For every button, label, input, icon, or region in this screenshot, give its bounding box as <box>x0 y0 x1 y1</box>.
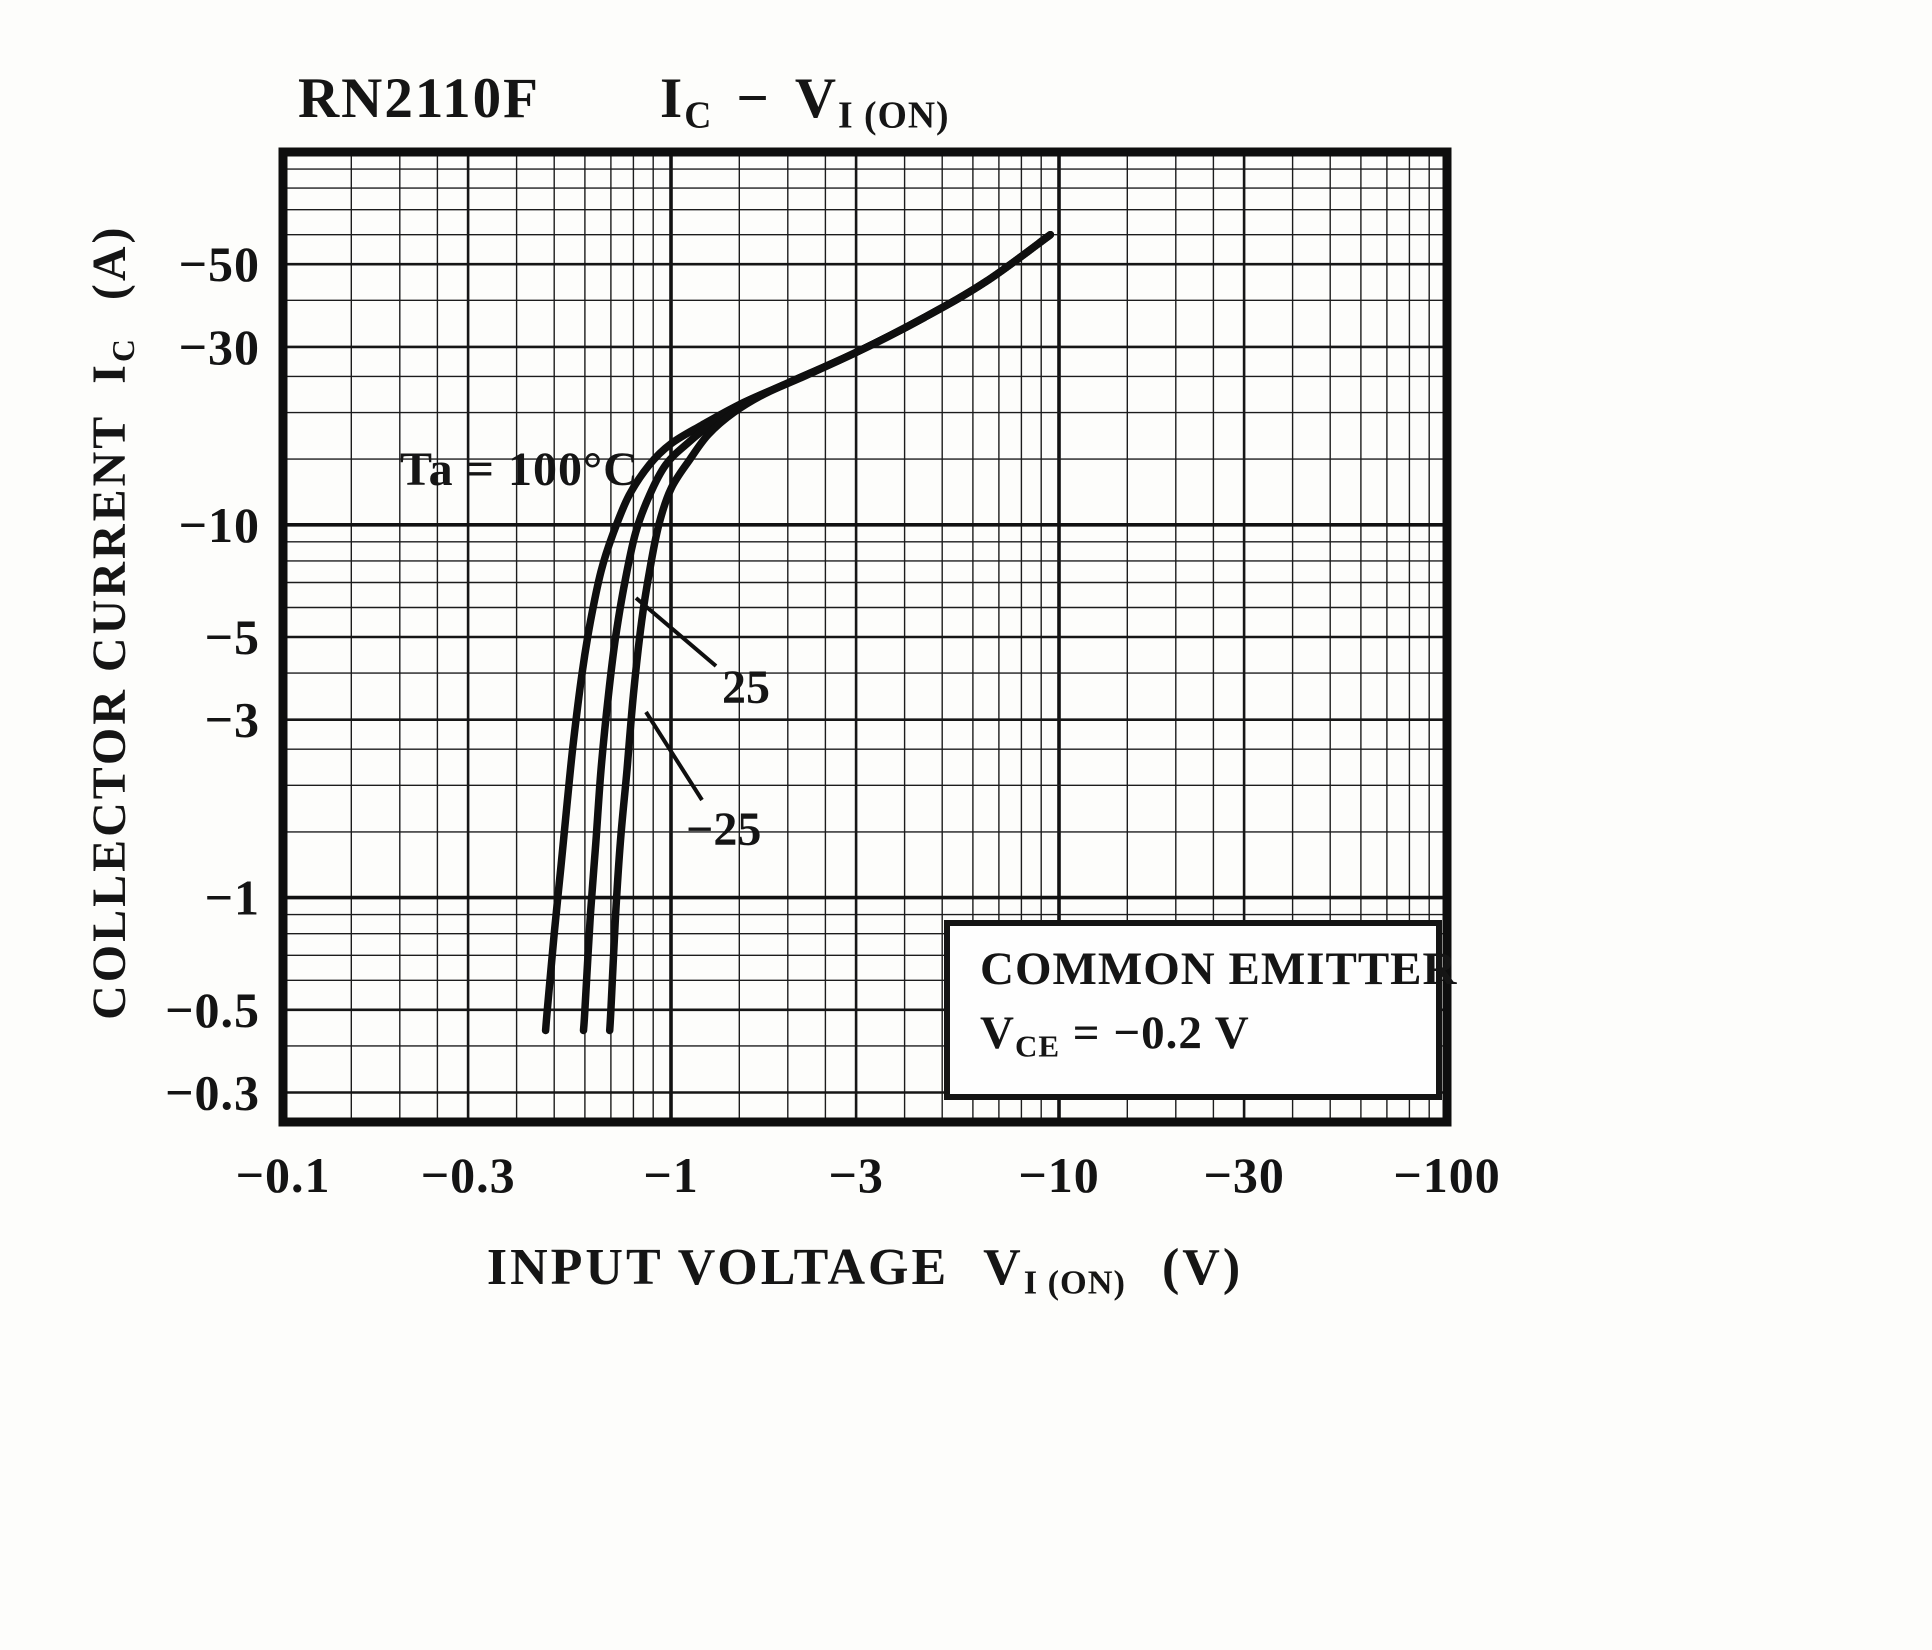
leader-line-minus-25 <box>644 710 704 802</box>
annotation-ta-100: Ta = 100°C <box>400 443 639 496</box>
x-axis-unit: (V) <box>1161 1239 1244 1296</box>
condition-common-emitter: COMMON EMITTER <box>980 943 1458 995</box>
annotation-minus-25: −25 <box>686 803 762 856</box>
x-axis-symbol: VI (ON) <box>983 1239 1126 1302</box>
y-tick-label: −0.3 <box>165 1065 260 1121</box>
part-number: RN2110F <box>298 67 540 130</box>
vce-sub: CE <box>1014 1028 1061 1064</box>
y-axis-unit: (A) <box>83 224 137 301</box>
tick-labels: −0.1 −0.3 −1 −3 −10 −30 −100 −50 −30 −10 −5 −3 −1 −0.… <box>165 236 1501 1203</box>
y-tick-label: −1 <box>205 870 261 926</box>
x-axis-symbol-base: V <box>983 1239 1024 1296</box>
conditions-box: COMMON EMITTER VCE = −0.2 V <box>944 920 1458 1100</box>
y-axis-symbol-sub: C <box>105 338 141 363</box>
y-tick-label: −3 <box>205 692 261 748</box>
title-vi-sub: I (ON) <box>838 94 950 137</box>
y-tick-label: −10 <box>179 497 261 553</box>
y-axis-title-text: COLLECTOR CURRENT <box>83 413 137 1020</box>
title-ic-symbol: I <box>660 67 685 130</box>
y-tick-label: −30 <box>179 319 261 375</box>
title-dash: − <box>736 67 771 130</box>
title-expression: IC − VI (ON) <box>660 67 950 137</box>
x-tick-label: −3 <box>828 1147 884 1203</box>
curve-series-2 <box>605 230 1055 1035</box>
title-vi-symbol: V <box>794 67 839 130</box>
y-tick-label: −0.5 <box>165 982 260 1038</box>
curve-series-0 <box>541 230 1055 1035</box>
x-tick-label: −0.3 <box>421 1147 516 1203</box>
x-tick-label: −10 <box>1018 1147 1100 1203</box>
vce-symbol: V <box>980 1007 1015 1059</box>
annotation-arrows <box>634 596 718 802</box>
x-tick-label: −100 <box>1393 1147 1501 1203</box>
data-curves <box>541 230 1055 1035</box>
chart-title: RN2110F IC − VI (ON) <box>298 66 950 138</box>
y-axis-symbol: IC <box>83 338 141 384</box>
leader-line-25 <box>634 596 718 668</box>
condition-vce: VCE = −0.2 V <box>980 1006 1436 1065</box>
title-ic-sub: C <box>684 94 713 137</box>
x-axis-title-text: INPUT VOLTAGE <box>486 1239 950 1296</box>
y-axis-title: COLLECTOR CURRENT IC (A) <box>82 225 142 1020</box>
y-tick-label: −50 <box>179 236 261 292</box>
y-axis-symbol-base: I <box>83 362 137 384</box>
x-tick-label: −30 <box>1203 1147 1285 1203</box>
y-tick-label: −5 <box>205 609 261 665</box>
annotation-25: 25 <box>722 661 770 714</box>
x-tick-label: −1 <box>643 1147 699 1203</box>
x-axis-symbol-sub: I (ON) <box>1023 1263 1126 1302</box>
x-axis-title: INPUT VOLTAGE VI (ON) (V) <box>283 1238 1447 1303</box>
plot-border <box>278 147 1452 1127</box>
vce-value: = −0.2 V <box>1060 1007 1250 1059</box>
x-tick-label: −0.1 <box>236 1147 331 1203</box>
